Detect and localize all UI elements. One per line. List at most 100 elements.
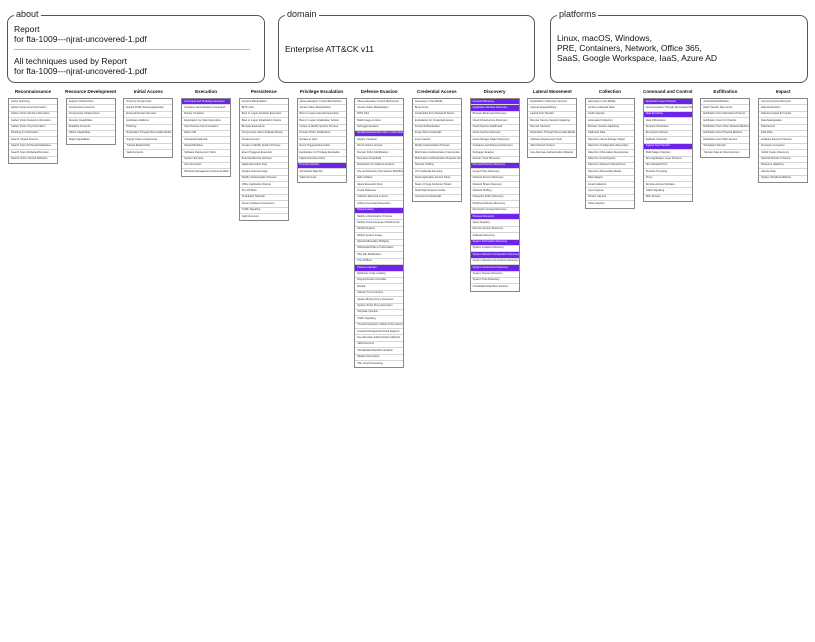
technique-cell[interactable]: Web Service <box>643 194 692 202</box>
technique-cell[interactable]: Taint Shared Content <box>528 143 577 151</box>
technique-cell[interactable]: Build Image on Host <box>355 118 404 125</box>
technique-cell[interactable]: Exploitation for Defense Evasion <box>355 162 404 170</box>
technique-cell[interactable]: Data from Information Repositories <box>586 150 634 157</box>
technique-cell[interactable]: Scheduled Task/Job <box>297 169 346 176</box>
technique-cell[interactable]: Supply Chain Compromise <box>124 137 173 144</box>
technique-cell[interactable]: Data from Removable Media <box>586 169 634 176</box>
technique-cell[interactable]: Gather Victim Network Information <box>9 118 57 125</box>
technique-cell[interactable]: OS Credential Dumping <box>412 169 461 176</box>
technique-cell[interactable]: Inhibit System Recovery <box>759 150 808 157</box>
technique-cell[interactable]: Template Injection <box>355 309 404 317</box>
technique-cell-highlighted[interactable]: Process Injection <box>355 265 404 272</box>
technique-cell[interactable]: Valid Accounts <box>355 341 404 349</box>
technique-cell[interactable]: Valid Accounts <box>297 175 346 183</box>
technique-cell[interactable]: Data from Network Shared Drive <box>586 162 634 170</box>
technique-cell[interactable]: Non-Application Layer Protocol <box>643 156 692 163</box>
technique-cell[interactable]: Query Registry <box>470 220 519 227</box>
technique-cell[interactable]: Domain Policy Modification <box>355 150 404 157</box>
technique-cell[interactable]: Credentials from Password Stores <box>412 111 461 119</box>
technique-cell[interactable]: Obtain Capabilities <box>66 130 115 138</box>
technique-cell[interactable]: Data Manipulation <box>759 118 808 125</box>
technique-cell[interactable]: Email Collection <box>586 182 634 189</box>
technique-cell[interactable]: Proxy <box>643 175 692 183</box>
technique-cell[interactable]: Traffic Signaling <box>643 188 692 195</box>
technique-cell[interactable]: Forced Authentication <box>412 124 461 131</box>
technique-cell[interactable]: Indicator Removal on Host <box>355 194 404 202</box>
technique-cell[interactable]: Network Boundary Bridging <box>355 239 404 246</box>
technique-cell-highlighted[interactable]: Deobfuscate/Decode Files or Information <box>355 130 404 138</box>
technique-cell[interactable]: Native API <box>182 130 231 138</box>
technique-cell[interactable]: Automated Collection <box>586 118 634 125</box>
technique-cell[interactable]: Automated Exfiltration <box>701 99 750 106</box>
technique-cell[interactable]: BITS Jobs <box>239 105 288 112</box>
technique-cell[interactable]: Modify Authentication Process <box>239 175 288 183</box>
technique-cell[interactable]: Escape to Host <box>297 137 346 144</box>
technique-cell[interactable]: Modify Authentication Process <box>412 143 461 151</box>
technique-cell[interactable]: Boot or Logon Autostart Execution <box>239 111 288 119</box>
technique-cell[interactable]: Exploitation for Credential Access <box>412 118 461 125</box>
technique-cell[interactable]: Reflective Code Loading <box>355 271 404 278</box>
technique-cell[interactable]: Non-Standard Port <box>643 162 692 170</box>
technique-cell[interactable]: Exploitation for Privilege Escalation <box>297 150 346 157</box>
technique-cell[interactable]: Hijack Execution Flow <box>297 156 346 163</box>
technique-cell-highlighted[interactable]: Application Layer Protocol <box>643 99 692 106</box>
technique-cell[interactable]: Scheduled Task/Job <box>182 137 231 144</box>
technique-cell[interactable]: Obfuscated Files or Information <box>355 245 404 253</box>
technique-cell[interactable]: Cloud Infrastructure Discovery <box>470 118 519 125</box>
technique-cell[interactable]: Develop Capabilities <box>66 118 115 125</box>
technique-cell[interactable]: Hardware Additions <box>124 118 173 125</box>
technique-cell[interactable]: Lateral Tool Transfer <box>528 111 577 119</box>
technique-cell[interactable]: System Script Proxy Execution <box>355 303 404 310</box>
technique-cell[interactable]: Browser Bookmark Discovery <box>470 111 519 119</box>
technique-cell[interactable]: Disk Wipe <box>759 130 808 138</box>
technique-cell[interactable]: Multi-Factor Authentication Interception <box>412 150 461 157</box>
technique-cell[interactable]: Transfer Data to Cloud Account <box>701 150 750 157</box>
technique-cell[interactable]: Implant Internal Image <box>239 169 288 176</box>
technique-cell[interactable]: Virtualization/Sandbox Evasion <box>470 284 519 291</box>
technique-cell[interactable]: External Remote Services <box>124 111 173 119</box>
technique-cell[interactable]: Password Policy Discovery <box>470 194 519 202</box>
technique-cell-highlighted[interactable]: System Owner/User Discovery <box>470 265 519 272</box>
technique-cell[interactable]: Domain Trust Discovery <box>470 156 519 163</box>
technique-cell[interactable]: Account Manipulation <box>239 99 288 106</box>
technique-cell[interactable]: Hide Artifacts <box>355 175 404 183</box>
technique-cell[interactable]: Search Open Websites/Domains <box>9 150 57 157</box>
technique-cell[interactable]: Scheduled Transfer <box>701 143 750 151</box>
technique-cell[interactable]: Access Token Manipulation <box>355 105 404 112</box>
technique-cell[interactable]: Gather Victim Org Information <box>9 124 57 131</box>
technique-cell[interactable]: XSL Script Processing <box>355 361 404 368</box>
technique-cell[interactable]: Compromise Infrastructure <box>66 111 115 119</box>
technique-cell[interactable]: Communication Through Removable Media <box>643 105 692 112</box>
technique-cell[interactable]: Input Capture <box>412 137 461 144</box>
technique-cell[interactable]: Exfiltration Over Physical Medium <box>701 130 750 138</box>
technique-cell[interactable]: Search Victim-Owned Websites <box>9 156 57 163</box>
technique-cell[interactable]: Fallback Channels <box>643 137 692 144</box>
technique-cell[interactable]: Domain Policy Modification <box>297 130 346 138</box>
technique-cell[interactable]: Active Scanning <box>9 99 57 106</box>
technique-cell[interactable]: Weaken Encryption <box>355 354 404 362</box>
technique-cell[interactable]: Establish Accounts <box>66 124 115 131</box>
technique-cell[interactable]: Stage Capabilities <box>66 137 115 144</box>
technique-cell-highlighted[interactable]: Application Window Discovery <box>470 105 519 112</box>
technique-cell[interactable]: Office Application Startup <box>239 182 288 189</box>
technique-cell[interactable]: Modify Registry <box>355 226 404 234</box>
technique-cell[interactable]: Unsecured Credentials <box>412 194 461 202</box>
technique-cell[interactable]: Trusted Developer Utilities Proxy Execut… <box>355 322 404 330</box>
technique-cell[interactable]: External Remote Services <box>239 156 288 163</box>
technique-cell[interactable]: Access Token Manipulation <box>297 105 346 112</box>
technique-cell-highlighted[interactable]: File and Directory Discovery <box>470 162 519 170</box>
technique-cell[interactable]: Internal Spearphishing <box>528 105 577 112</box>
technique-cell[interactable]: User Execution <box>182 162 231 170</box>
technique-cell[interactable]: Cloud Storage Object Discovery <box>470 137 519 144</box>
technique-cell-highlighted[interactable]: Process Discovery <box>470 214 519 221</box>
technique-cell-highlighted[interactable]: System Network Configuration Discovery <box>470 252 519 259</box>
technique-cell[interactable]: System Binary Proxy Execution <box>355 297 404 304</box>
technique-cell[interactable]: Peripheral Device Discovery <box>470 201 519 208</box>
technique-cell[interactable]: Firmware Corruption <box>759 143 808 151</box>
technique-cell[interactable]: Network Share Discovery <box>470 182 519 189</box>
technique-cell[interactable]: Remote Access Software <box>643 182 692 189</box>
technique-cell[interactable]: Trusted Relationship <box>124 143 173 151</box>
technique-cell[interactable]: Data Encrypted for Impact <box>759 111 808 119</box>
technique-cell[interactable]: Network Sniffing <box>470 188 519 195</box>
technique-cell[interactable]: Data from Configuration Repository <box>586 143 634 151</box>
